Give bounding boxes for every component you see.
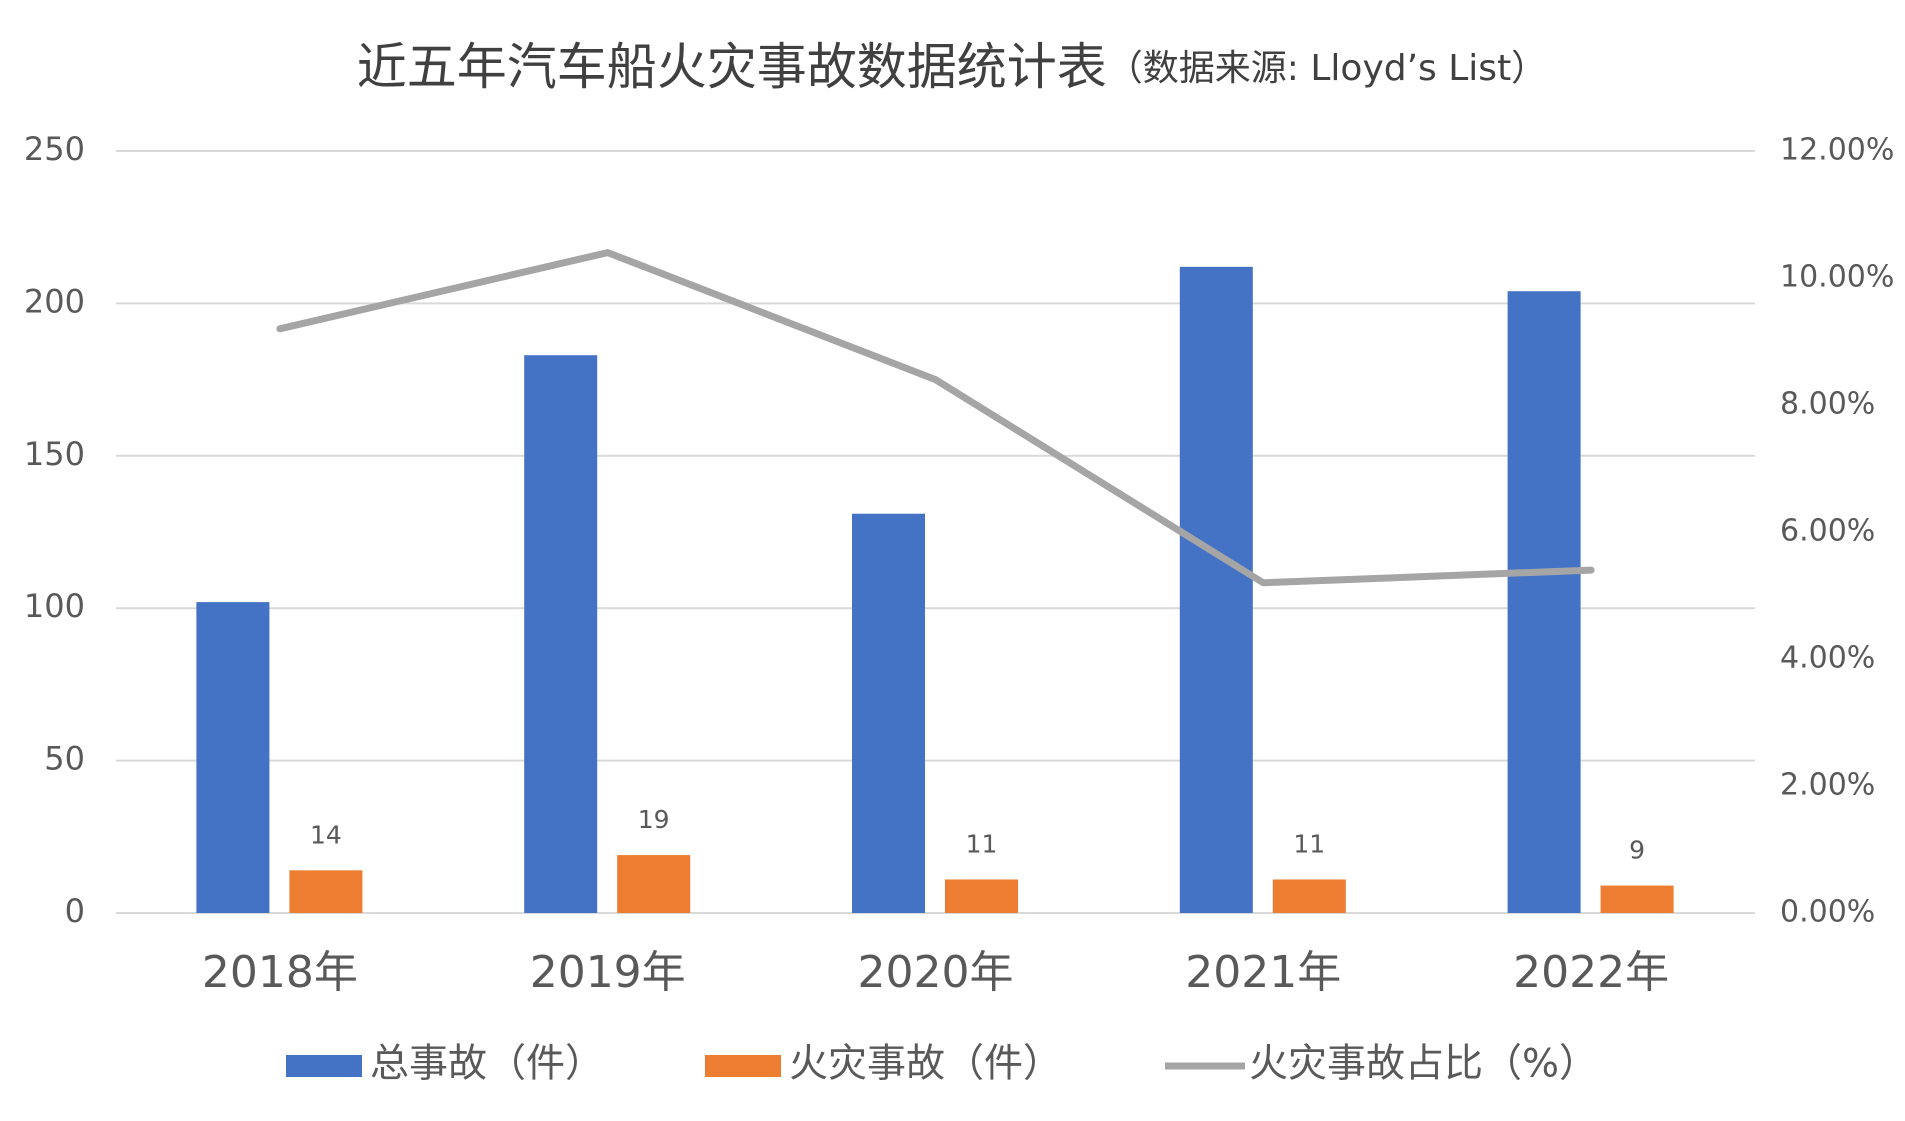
bar: [1179, 266, 1253, 914]
chart-subtitle: （数据来源: Lloyd’s List）: [1107, 48, 1547, 89]
legend-label: 火灾事故占比（%）: [1249, 1042, 1598, 1087]
bar: [617, 855, 691, 913]
y-tick-label: 50: [44, 740, 85, 778]
bar: [1507, 291, 1581, 913]
data-label: 11: [1293, 829, 1325, 858]
y2-tick-label: 12.00%: [1780, 133, 1894, 168]
bar: [852, 513, 925, 913]
y-tick-label: 0: [65, 892, 85, 930]
legend-label: 火灾事故（件）: [789, 1042, 1062, 1087]
y2-tick-label: 6.00%: [1780, 514, 1875, 549]
bar: [945, 879, 1018, 913]
bar: [196, 602, 270, 913]
y-tick-label: 150: [24, 435, 85, 473]
y2-tick-label: 2.00%: [1780, 768, 1875, 803]
bar: [524, 355, 598, 913]
bar: [289, 870, 363, 913]
legend-label: 总事故（件）: [370, 1042, 604, 1087]
chart-title: 近五年汽车船火灾事故数据统计表: [357, 38, 1107, 96]
x-tick-label: 2018年: [202, 947, 358, 998]
x-tick-label: 2022年: [1513, 947, 1669, 998]
bar: [1272, 879, 1346, 913]
data-label: 14: [310, 820, 342, 849]
data-label: 19: [638, 805, 670, 834]
y2-tick-label: 10.00%: [1780, 260, 1894, 295]
legend-swatch: [286, 1055, 362, 1077]
line-series: [276, 249, 1595, 587]
y-tick-label: 250: [24, 130, 85, 168]
y-tick-label: 200: [24, 282, 85, 320]
x-tick-label: 2020年: [858, 947, 1014, 998]
y2-tick-label: 0.00%: [1780, 895, 1875, 930]
y2-tick-label: 4.00%: [1780, 641, 1875, 676]
data-label: 11: [966, 829, 998, 858]
bar: [1600, 885, 1674, 913]
data-label: 9: [1629, 836, 1645, 865]
x-tick-label: 2021年: [1185, 947, 1341, 998]
chart-title-group: 近五年汽车船火灾事故数据统计表（数据来源: Lloyd’s List）: [357, 38, 1547, 96]
legend-swatch: [705, 1055, 781, 1077]
y2-tick-label: 8.00%: [1780, 387, 1875, 422]
y-tick-label: 100: [24, 587, 85, 625]
x-tick-label: 2019年: [530, 947, 686, 998]
